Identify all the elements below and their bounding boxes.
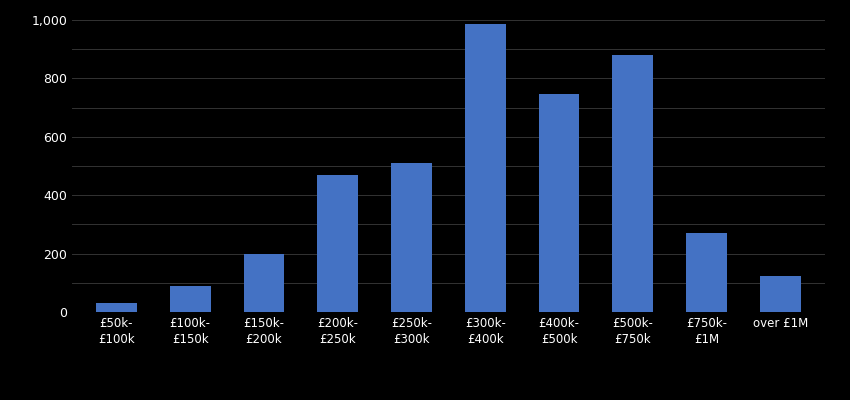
Bar [686, 233, 727, 312]
Bar [96, 303, 137, 312]
Bar [613, 55, 653, 312]
Bar [760, 276, 801, 312]
Bar [539, 94, 580, 312]
Bar [465, 24, 506, 312]
Bar [170, 286, 211, 312]
Bar [391, 163, 432, 312]
Bar [244, 254, 284, 312]
Bar [317, 175, 358, 312]
